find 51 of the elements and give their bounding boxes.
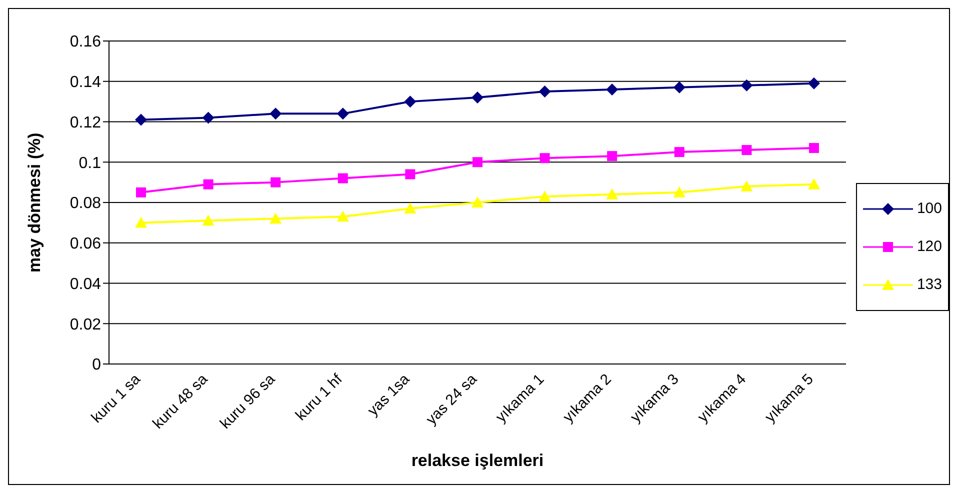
x-tick-label: yas 1sa — [364, 370, 414, 420]
point — [742, 145, 752, 156]
point — [270, 177, 281, 188]
x-tick-label: kuru 96 sa — [216, 370, 279, 432]
point — [673, 186, 686, 198]
point — [607, 151, 618, 162]
point — [808, 142, 819, 153]
point — [336, 108, 349, 120]
point — [202, 112, 214, 124]
point — [404, 96, 416, 108]
point — [740, 79, 753, 92]
legend-label: 100 — [916, 200, 942, 217]
point — [674, 147, 684, 158]
y-tick-label: 0.06 — [70, 236, 102, 253]
point — [540, 153, 550, 164]
point — [202, 214, 214, 226]
point — [471, 92, 484, 104]
point — [135, 216, 147, 228]
point — [405, 169, 416, 180]
y-tick-label: 0.16 — [70, 34, 102, 51]
point — [270, 212, 282, 224]
point — [472, 157, 482, 168]
point — [673, 81, 686, 94]
x-tick-label: kuru 1 hf — [292, 370, 346, 424]
y-tick-label: 0.12 — [70, 114, 102, 132]
y-axis-title: may dönmesi (%) — [25, 132, 44, 272]
point — [135, 114, 147, 126]
point — [606, 83, 618, 96]
point — [606, 188, 618, 200]
y-tick-label: 0.1 — [78, 154, 102, 172]
point — [203, 179, 214, 190]
y-tick-label: 0.08 — [70, 195, 102, 212]
point — [538, 190, 551, 202]
point — [336, 210, 349, 222]
point — [404, 202, 416, 214]
point — [538, 85, 551, 98]
y-tick-label: 0.14 — [70, 74, 102, 92]
point — [471, 196, 484, 208]
legend-label: 120 — [916, 238, 942, 255]
point — [740, 180, 753, 192]
x-tick-label: yas 24 sa — [422, 370, 481, 428]
point — [808, 77, 820, 90]
point — [808, 178, 820, 190]
y-tick-label: 0.02 — [70, 316, 102, 334]
x-axis-title: relakse işlemleri — [411, 451, 544, 470]
y-tick-label: 0.04 — [70, 276, 102, 293]
legend-label: 133 — [916, 276, 942, 293]
point — [136, 187, 146, 198]
x-tick-label: kuru 48 sa — [150, 370, 212, 432]
point — [270, 108, 282, 120]
point — [338, 173, 348, 184]
